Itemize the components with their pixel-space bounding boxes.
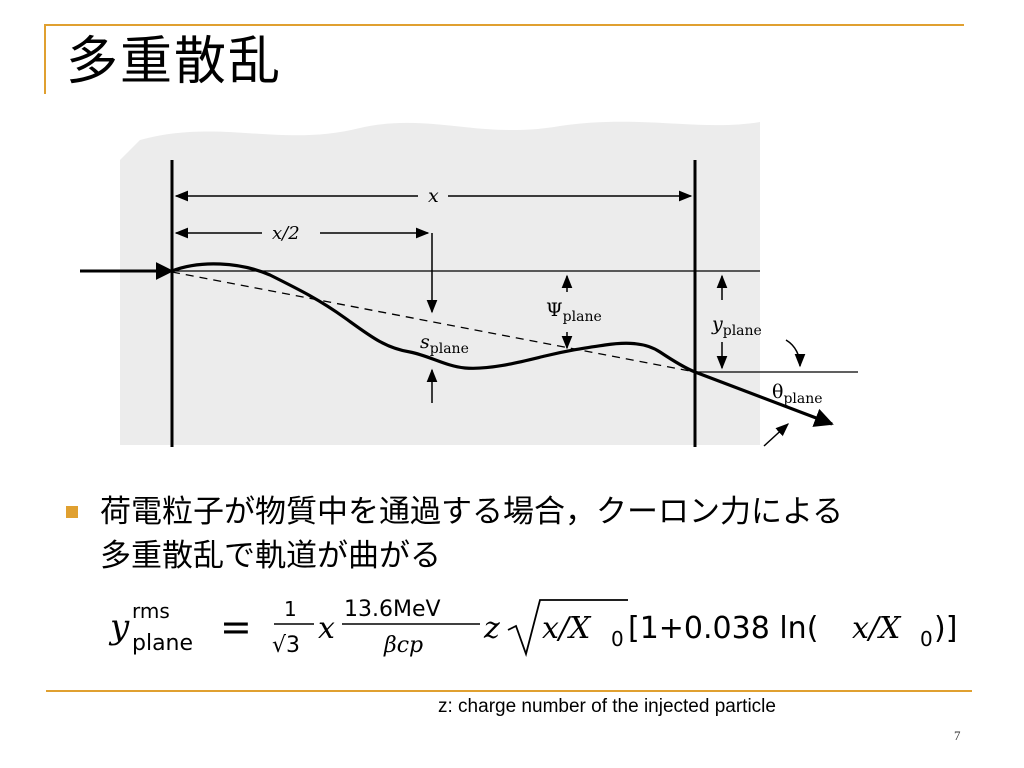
frac2-den: βcp <box>383 633 423 658</box>
y-pointer <box>785 339 806 368</box>
exit-ray <box>694 370 834 427</box>
frac1-den: √3 <box>272 633 300 658</box>
theta-pointer <box>763 423 789 447</box>
slide-title: 多重散乱 <box>66 32 283 92</box>
bracket-text: [1+0.038 ln( <box>628 611 818 646</box>
chord-dashed-line <box>171 271 696 373</box>
frac2-num: 13.6MeV <box>344 597 441 622</box>
bracket-x: x/X <box>852 611 902 646</box>
formula-z: z <box>483 611 500 646</box>
sqrt-sign <box>507 599 628 658</box>
page-number: 7 <box>954 728 961 743</box>
bullet-marker <box>66 506 78 518</box>
formula-lhs-sub: plane <box>132 631 193 656</box>
y-label: yplane <box>711 313 762 339</box>
bullet-line-2: 多重散乱で軌道が曲がる <box>100 538 441 574</box>
formula: y rms plane = 1 √3 x 13.6MeV βcp z x/X 0… <box>108 597 957 658</box>
particle-trajectory <box>171 262 696 374</box>
x-label: x <box>428 185 439 207</box>
bottom-rule <box>46 690 972 692</box>
formula-lhs-var: y <box>108 607 130 647</box>
bracket-sub: 0 <box>920 627 933 651</box>
sqrt-arg: x/X <box>542 611 592 646</box>
title-accent-horizontal <box>44 24 964 26</box>
formula-x: x <box>318 611 335 646</box>
charge-note: z: charge number of the injected particl… <box>438 696 776 717</box>
formula-lhs-sup: rms <box>132 599 170 623</box>
material-region <box>120 121 760 445</box>
bullet-text: 荷電粒子が物質中を通過する場合，クーロン力による 多重散乱で軌道が曲がる <box>100 490 980 578</box>
frac1-num: 1 <box>284 597 297 621</box>
bracket-close: )] <box>934 611 957 646</box>
bullet-line-1: 荷電粒子が物質中を通過する場合，クーロン力による <box>100 494 844 530</box>
title-accent-vertical <box>44 24 46 94</box>
sqrt-sub: 0 <box>611 627 624 651</box>
s-label: splane <box>420 331 469 357</box>
theta-label: θplane <box>772 381 823 407</box>
half-x-label: x/2 <box>272 223 300 244</box>
formula-equals: = <box>220 605 252 649</box>
psi-label: Ψplane <box>546 299 602 325</box>
